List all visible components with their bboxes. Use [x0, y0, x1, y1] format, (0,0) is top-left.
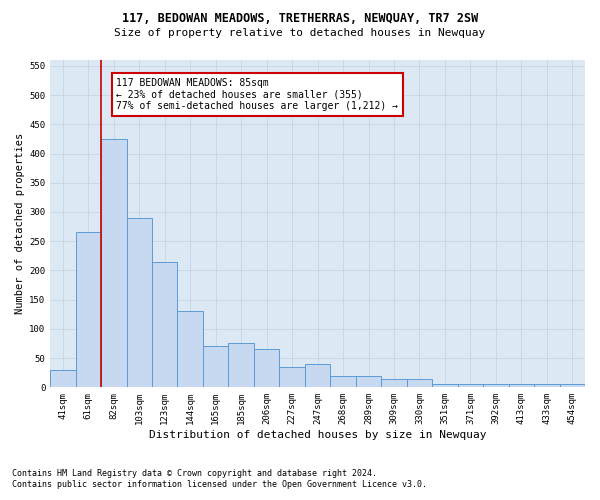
Bar [356, 376, 381, 388]
Bar [127, 218, 152, 388]
Bar [432, 384, 458, 388]
Bar [381, 378, 407, 388]
Y-axis label: Number of detached properties: Number of detached properties [15, 133, 25, 314]
Bar [331, 376, 356, 388]
Bar [458, 384, 483, 388]
X-axis label: Distribution of detached houses by size in Newquay: Distribution of detached houses by size … [149, 430, 487, 440]
Bar [407, 378, 432, 388]
Bar [483, 384, 509, 388]
Bar [534, 384, 560, 388]
Text: Contains HM Land Registry data © Crown copyright and database right 2024.: Contains HM Land Registry data © Crown c… [12, 468, 377, 477]
Bar [305, 364, 331, 388]
Bar [101, 139, 127, 388]
Bar [50, 370, 76, 388]
Bar [254, 350, 280, 388]
Text: 117 BEDOWAN MEADOWS: 85sqm
← 23% of detached houses are smaller (355)
77% of sem: 117 BEDOWAN MEADOWS: 85sqm ← 23% of deta… [116, 78, 398, 110]
Bar [152, 262, 178, 388]
Bar [76, 232, 101, 388]
Text: Size of property relative to detached houses in Newquay: Size of property relative to detached ho… [115, 28, 485, 38]
Bar [203, 346, 229, 388]
Bar [229, 344, 254, 388]
Bar [178, 312, 203, 388]
Bar [560, 384, 585, 388]
Bar [280, 367, 305, 388]
Text: 117, BEDOWAN MEADOWS, TRETHERRAS, NEWQUAY, TR7 2SW: 117, BEDOWAN MEADOWS, TRETHERRAS, NEWQUA… [122, 12, 478, 26]
Bar [509, 384, 534, 388]
Text: Contains public sector information licensed under the Open Government Licence v3: Contains public sector information licen… [12, 480, 427, 489]
